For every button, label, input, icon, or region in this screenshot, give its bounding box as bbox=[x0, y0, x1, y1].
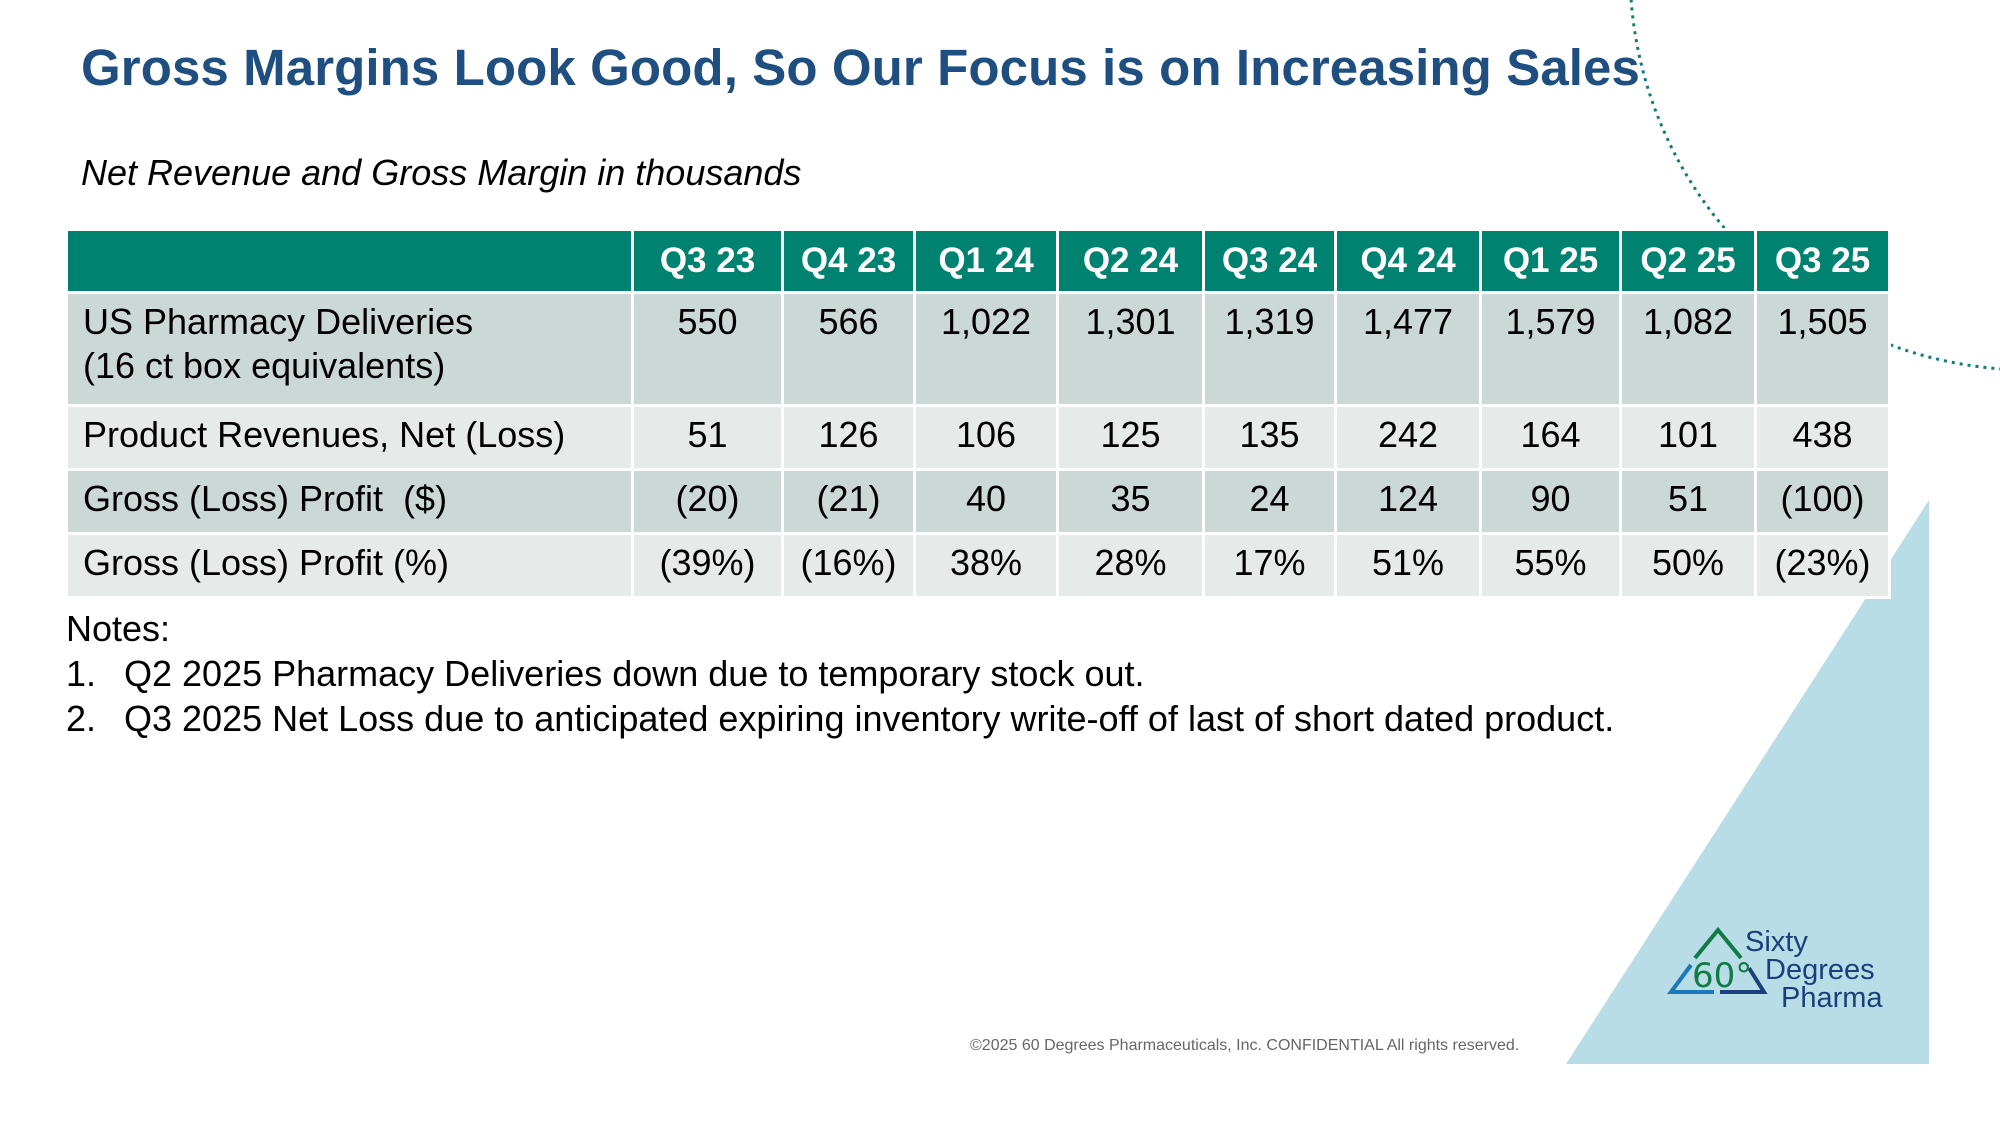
table-header-row: Q3 23 Q4 23 Q1 24 Q2 24 Q3 24 Q4 24 Q1 2… bbox=[65, 228, 1891, 294]
table-cell: 125 bbox=[1056, 404, 1205, 471]
table-cell: (20) bbox=[631, 468, 784, 535]
table-cell: 550 bbox=[631, 291, 784, 407]
table-cell: 35 bbox=[1056, 468, 1205, 535]
table-row: Product Revenues, Net (Loss) 51 126 106 … bbox=[65, 404, 1891, 471]
logo-text-line3: Pharma bbox=[1781, 982, 1883, 1014]
note-text: Q3 2025 Net Loss due to anticipated expi… bbox=[124, 698, 1615, 739]
row-label: US Pharmacy Deliveries (16 ct box equiva… bbox=[65, 291, 634, 407]
note-number: 2. bbox=[66, 698, 97, 739]
table-row: Gross (Loss) Profit ($) (20) (21) 40 35 … bbox=[65, 468, 1891, 535]
table-cell: 1,082 bbox=[1619, 291, 1757, 407]
triangle-logo-icon: 60° bbox=[1667, 926, 1768, 996]
column-header: Q1 25 bbox=[1479, 228, 1622, 294]
logo-text-line2: Degrees bbox=[1765, 954, 1875, 986]
table-cell: (16%) bbox=[781, 532, 916, 599]
table-cell: 1,319 bbox=[1202, 291, 1337, 407]
note-item: 2. Q3 2025 Net Loss due to anticipated e… bbox=[66, 696, 1614, 741]
table-cell: (100) bbox=[1754, 468, 1891, 535]
table-cell: 164 bbox=[1479, 404, 1622, 471]
table-cell: 90 bbox=[1479, 468, 1622, 535]
column-header: Q4 24 bbox=[1334, 228, 1482, 294]
note-item: 1. Q2 2025 Pharmacy Deliveries down due … bbox=[66, 651, 1614, 696]
table-cell: 124 bbox=[1334, 468, 1482, 535]
table-cell: 51% bbox=[1334, 532, 1482, 599]
table-cell: 38% bbox=[913, 532, 1059, 599]
table-cell: 106 bbox=[913, 404, 1059, 471]
table-cell: 242 bbox=[1334, 404, 1482, 471]
table-cell: 17% bbox=[1202, 532, 1337, 599]
logo-text-line1: Sixty bbox=[1745, 926, 1808, 958]
table-cell: 55% bbox=[1479, 532, 1622, 599]
table-cell: (39%) bbox=[631, 532, 784, 599]
column-header: Q3 25 bbox=[1754, 228, 1891, 294]
table-cell: 1,505 bbox=[1754, 291, 1891, 407]
notes-heading: Notes: bbox=[66, 608, 171, 649]
table-cell: 126 bbox=[781, 404, 916, 471]
column-header: Q4 23 bbox=[781, 228, 916, 294]
row-label: Gross (Loss) Profit ($) bbox=[65, 468, 634, 535]
row-label: Gross (Loss) Profit (%) bbox=[65, 532, 634, 599]
footer-copyright: ©2025 60 Degrees Pharmaceuticals, Inc. C… bbox=[970, 1037, 1520, 1054]
table-cell: 28% bbox=[1056, 532, 1205, 599]
row-label: Product Revenues, Net (Loss) bbox=[65, 404, 634, 471]
slide-title: Gross Margins Look Good, So Our Focus is… bbox=[81, 39, 1640, 96]
table-cell: 51 bbox=[1619, 468, 1757, 535]
column-header: Q1 24 bbox=[913, 228, 1059, 294]
column-header: Q3 23 bbox=[631, 228, 784, 294]
note-text: Q2 2025 Pharmacy Deliveries down due to … bbox=[124, 653, 1145, 694]
accent-panel bbox=[1566, 500, 1929, 1064]
note-number: 1. bbox=[66, 653, 97, 694]
table-cell: 1,579 bbox=[1479, 291, 1622, 407]
table-cell: (23%) bbox=[1754, 532, 1891, 599]
table-cell: 24 bbox=[1202, 468, 1337, 535]
financial-table: Q3 23 Q4 23 Q1 24 Q2 24 Q3 24 Q4 24 Q1 2… bbox=[65, 228, 1891, 599]
company-logo: 60° Sixty Degrees Pharma bbox=[1665, 925, 1905, 1015]
table-cell: 566 bbox=[781, 291, 916, 407]
column-header: Q2 25 bbox=[1619, 228, 1757, 294]
table-row: Gross (Loss) Profit (%) (39%) (16%) 38% … bbox=[65, 532, 1891, 599]
column-header: Q2 24 bbox=[1056, 228, 1205, 294]
table-cell: 40 bbox=[913, 468, 1059, 535]
table-row: US Pharmacy Deliveries (16 ct box equiva… bbox=[65, 291, 1891, 407]
table-cell: 51 bbox=[631, 404, 784, 471]
table-cell: 135 bbox=[1202, 404, 1337, 471]
table-cell: 50% bbox=[1619, 532, 1757, 599]
table-cell: 1,301 bbox=[1056, 291, 1205, 407]
table-cell: 438 bbox=[1754, 404, 1891, 471]
table-cell: 1,477 bbox=[1334, 291, 1482, 407]
slide-subtitle: Net Revenue and Gross Margin in thousand… bbox=[81, 152, 802, 193]
table-cell: (21) bbox=[781, 468, 916, 535]
row-label-main: US Pharmacy Deliveries bbox=[83, 301, 474, 342]
table-cell: 1,022 bbox=[913, 291, 1059, 407]
row-label-sub: (16 ct box equivalents) bbox=[83, 345, 446, 386]
logo-mark: 60° bbox=[1692, 956, 1752, 996]
table-cell: 101 bbox=[1619, 404, 1757, 471]
column-header: Q3 24 bbox=[1202, 228, 1337, 294]
notes-section: Notes: 1. Q2 2025 Pharmacy Deliveries do… bbox=[66, 606, 1614, 741]
header-corner-cell bbox=[65, 228, 634, 294]
